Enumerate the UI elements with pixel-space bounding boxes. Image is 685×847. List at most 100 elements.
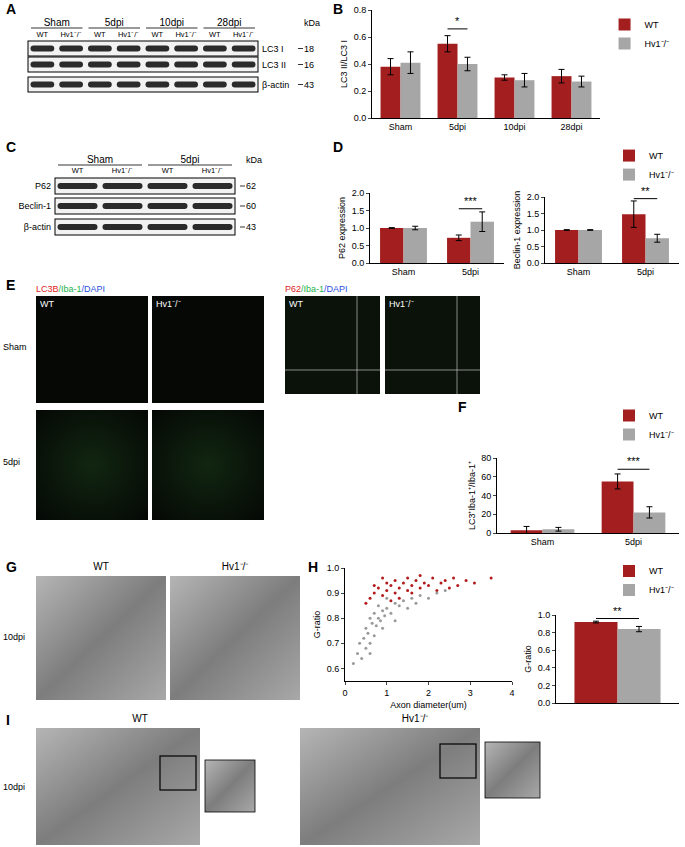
svg-text:2.0: 2.0: [527, 192, 540, 202]
svg-text:*: *: [455, 15, 460, 27]
svg-text:kDa: kDa: [304, 18, 320, 28]
svg-text:40: 40: [481, 491, 491, 501]
svg-text:LC3 II/LC3 I: LC3 II/LC3 I: [339, 40, 349, 88]
svg-text:***: ***: [464, 195, 478, 207]
svg-text:Hv1⁻/⁻: Hv1⁻/⁻: [175, 30, 196, 39]
svg-text:G-ratio: G-ratio: [523, 645, 533, 673]
svg-text:WT: WT: [152, 30, 164, 39]
svg-text:5dpi: 5dpi: [105, 17, 124, 28]
svg-text:Hv1⁻/⁻: Hv1⁻/⁻: [112, 166, 133, 175]
svg-text:LC3B/Iba-1/DAPI: LC3B/Iba-1/DAPI: [36, 284, 105, 294]
svg-text:P62/Iba-1/DAPI: P62/Iba-1/DAPI: [285, 284, 348, 294]
svg-text:Hv1⁻/⁻: Hv1⁻/⁻: [118, 30, 139, 39]
svg-text:0: 0: [342, 688, 347, 698]
svg-text:LC3⁺Iba-1⁺/Iba-1⁺: LC3⁺Iba-1⁺/Iba-1⁺: [467, 461, 477, 530]
svg-text:Sham: Sham: [44, 17, 70, 28]
svg-text:1.0: 1.0: [527, 225, 540, 235]
svg-text:P62 expression: P62 expression: [337, 197, 347, 259]
svg-text:2: 2: [426, 688, 431, 698]
svg-text:Hv1⁻/⁻: Hv1⁻/⁻: [649, 170, 674, 180]
svg-text:P62: P62: [35, 181, 51, 191]
svg-text:WT: WT: [645, 20, 659, 30]
svg-text:0.4: 0.4: [354, 59, 367, 69]
svg-text:60: 60: [246, 201, 256, 211]
svg-text:10dpi: 10dpi: [3, 782, 25, 792]
svg-text:0.0: 0.0: [527, 258, 540, 268]
svg-text:5dpi: 5dpi: [3, 457, 20, 467]
svg-text:10dpi: 10dpi: [503, 122, 525, 132]
svg-text:WT: WT: [132, 713, 148, 724]
svg-text:G: G: [6, 559, 17, 575]
svg-text:5dpi: 5dpi: [462, 267, 479, 277]
svg-text:5dpi: 5dpi: [625, 537, 642, 547]
svg-text:**: **: [613, 605, 622, 617]
svg-text:28dpi: 28dpi: [560, 122, 582, 132]
svg-text:WT: WT: [72, 166, 84, 175]
svg-text:Sham: Sham: [567, 267, 591, 277]
svg-text:Hv1⁻/⁻: Hv1⁻/⁻: [645, 39, 670, 49]
svg-text:60: 60: [481, 472, 491, 482]
svg-text:1.5: 1.5: [352, 206, 365, 216]
svg-text:10dpi: 10dpi: [3, 632, 25, 642]
svg-text:WT: WT: [40, 299, 54, 309]
svg-text:0.5: 0.5: [352, 241, 365, 251]
svg-text:0.8: 0.8: [327, 613, 340, 623]
svg-text:Hv1⁻/⁻: Hv1⁻/⁻: [649, 430, 674, 440]
svg-text:4: 4: [509, 688, 514, 698]
svg-text:Axon diameter(um): Axon diameter(um): [390, 700, 467, 710]
svg-text:0.0: 0.0: [352, 258, 365, 268]
svg-text:D: D: [333, 139, 343, 155]
svg-text:Hv1⁻/⁻: Hv1⁻/⁻: [389, 299, 414, 309]
svg-text:3: 3: [468, 688, 473, 698]
svg-text:Sham: Sham: [392, 267, 416, 277]
svg-text:5dpi: 5dpi: [449, 122, 466, 132]
svg-text:5dpi: 5dpi: [181, 154, 200, 165]
svg-text:WT: WT: [209, 30, 221, 39]
svg-text:Sham: Sham: [531, 537, 555, 547]
svg-text:10dpi: 10dpi: [160, 17, 184, 28]
svg-text:WT: WT: [162, 166, 174, 175]
svg-text:β-actin: β-actin: [262, 80, 289, 90]
svg-text:WT: WT: [289, 299, 303, 309]
svg-text:E: E: [6, 277, 15, 293]
svg-text:β-actin: β-actin: [24, 222, 51, 232]
svg-text:0.2: 0.2: [538, 681, 551, 691]
svg-text:62: 62: [246, 181, 256, 191]
svg-text:Hv1⁻/⁻: Hv1⁻/⁻: [402, 713, 430, 724]
svg-text:5dpi: 5dpi: [637, 267, 654, 277]
svg-text:**: **: [641, 185, 650, 197]
svg-text:1: 1: [384, 688, 389, 698]
svg-text:***: ***: [627, 455, 641, 467]
svg-text:0.8: 0.8: [538, 628, 551, 638]
svg-text:Hv1⁻/⁻: Hv1⁻/⁻: [222, 561, 250, 572]
svg-text:0: 0: [486, 528, 491, 538]
svg-text:2.0: 2.0: [352, 188, 365, 198]
svg-text:H: H: [308, 559, 318, 575]
svg-text:0.2: 0.2: [354, 86, 367, 96]
svg-text:18: 18: [304, 44, 314, 54]
svg-text:0.9: 0.9: [327, 588, 340, 598]
svg-text:Hv1⁻/⁻: Hv1⁻/⁻: [202, 166, 223, 175]
svg-text:0.8: 0.8: [354, 5, 367, 15]
svg-text:1.0: 1.0: [327, 563, 340, 573]
svg-text:Hv1⁻/⁻: Hv1⁻/⁻: [233, 30, 254, 39]
svg-text:WT: WT: [649, 151, 663, 161]
svg-text:LC3 II: LC3 II: [262, 60, 286, 70]
svg-text:I: I: [6, 712, 10, 728]
svg-text:0.7: 0.7: [327, 638, 340, 648]
svg-text:WT: WT: [94, 30, 106, 39]
svg-text:A: A: [6, 1, 16, 17]
svg-text:0.6: 0.6: [354, 32, 367, 42]
svg-text:WT: WT: [37, 30, 49, 39]
svg-text:LC3 I: LC3 I: [262, 44, 284, 54]
svg-text:Sham: Sham: [389, 122, 413, 132]
svg-text:WT: WT: [649, 411, 663, 421]
svg-text:Beclin-1: Beclin-1: [18, 201, 51, 211]
svg-text:20: 20: [481, 509, 491, 519]
svg-text:WT: WT: [93, 561, 109, 572]
svg-text:0.5: 0.5: [527, 242, 540, 252]
svg-text:28dpi: 28dpi: [217, 17, 241, 28]
svg-text:0.6: 0.6: [538, 645, 551, 655]
svg-text:Sham: Sham: [87, 154, 113, 165]
svg-text:C: C: [6, 139, 16, 155]
